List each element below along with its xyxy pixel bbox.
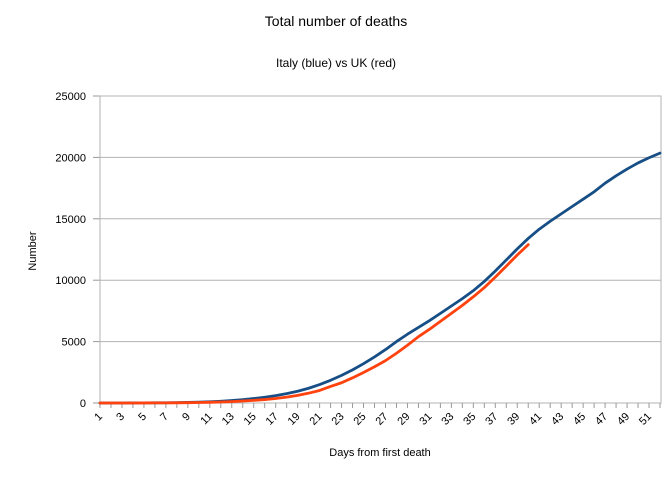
x-tick-label: 41 bbox=[527, 411, 544, 428]
y-tick-label: 25000 bbox=[55, 91, 86, 103]
x-tick-label: 29 bbox=[395, 411, 412, 428]
x-tick-label: 31 bbox=[417, 411, 434, 428]
x-tick-label: 5 bbox=[136, 411, 149, 424]
y-tick-label: 15000 bbox=[55, 214, 86, 226]
x-tick-label: 9 bbox=[180, 411, 193, 424]
x-tick-label: 25 bbox=[352, 411, 369, 428]
x-tick-label: 15 bbox=[242, 411, 259, 428]
plot-border bbox=[99, 95, 662, 404]
x-tick-label: 7 bbox=[158, 411, 171, 424]
y-tick-label: 0 bbox=[80, 398, 86, 410]
y-tick-label: 10000 bbox=[55, 275, 86, 287]
italy-series-line bbox=[98, 151, 662, 405]
chart-subtitle: Italy (blue) vs UK (red) bbox=[275, 56, 397, 70]
chart-title: Total number of deaths bbox=[264, 13, 408, 29]
x-tick-label: 19 bbox=[286, 411, 303, 428]
x-tick-label: 39 bbox=[505, 411, 522, 428]
x-tick-label: 3 bbox=[114, 411, 127, 424]
x-tick-label: 21 bbox=[308, 411, 325, 428]
x-tick-label: 43 bbox=[549, 411, 566, 428]
uk-series-line bbox=[98, 243, 530, 405]
y-tick-label: 20000 bbox=[55, 152, 86, 164]
x-tick-label: 23 bbox=[330, 411, 347, 428]
x-tick-label: 45 bbox=[571, 411, 588, 428]
x-tick-label: 51 bbox=[637, 411, 654, 428]
y-tick-label: 5000 bbox=[62, 337, 86, 349]
x-tick-label: 17 bbox=[264, 411, 281, 428]
x-tick-label: 47 bbox=[593, 411, 610, 428]
x-tick-label: 11 bbox=[198, 411, 215, 428]
x-tick-label: 1 bbox=[92, 411, 105, 424]
y-axis-title: Number bbox=[27, 231, 39, 271]
x-tick-label: 49 bbox=[615, 411, 632, 428]
x-tick-label: 35 bbox=[461, 411, 478, 428]
x-tick-label: 27 bbox=[373, 411, 390, 428]
x-tick-label: 37 bbox=[483, 411, 500, 428]
x-axis-title: Days from first death bbox=[329, 447, 431, 459]
x-tick-label: 13 bbox=[220, 411, 237, 428]
x-tick-label: 33 bbox=[439, 411, 456, 428]
